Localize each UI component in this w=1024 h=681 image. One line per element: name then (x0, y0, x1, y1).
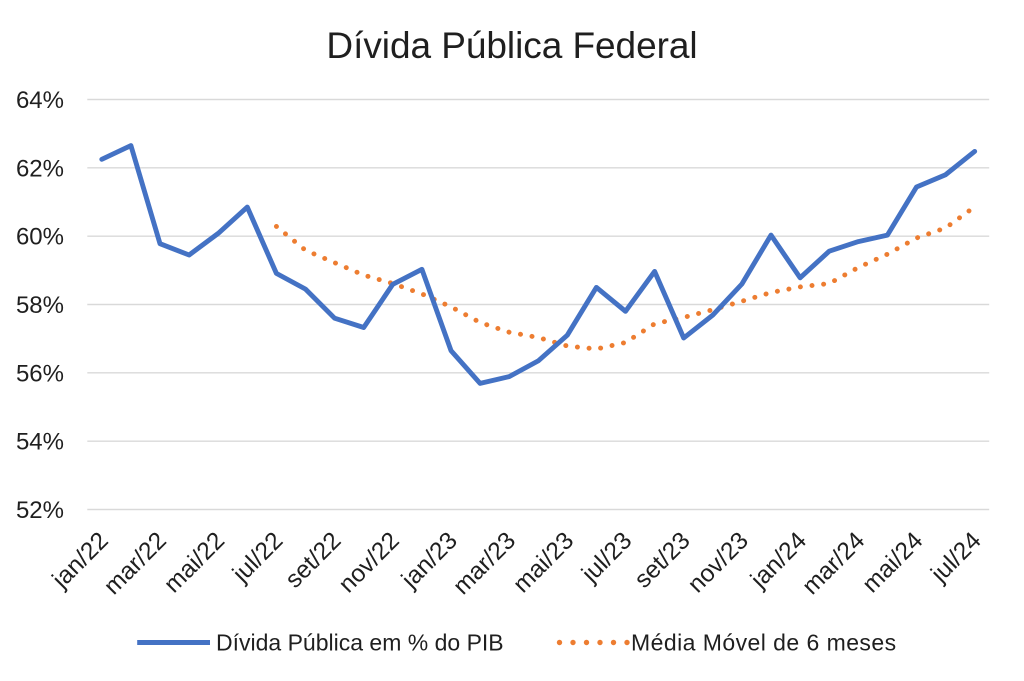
svg-text:58%: 58% (16, 292, 64, 319)
svg-text:64%: 64% (16, 87, 64, 114)
svg-text:Dívida Pública em % do PIB: Dívida Pública em % do PIB (216, 630, 504, 656)
svg-text:56%: 56% (16, 360, 64, 387)
svg-text:62%: 62% (16, 155, 64, 182)
svg-text:Média Móvel de 6 meses: Média Móvel de 6 meses (631, 630, 897, 656)
svg-text:Dívida Pública Federal: Dívida Pública Federal (326, 25, 697, 66)
svg-text:60%: 60% (16, 224, 64, 251)
svg-text:52%: 52% (16, 497, 64, 524)
svg-text:54%: 54% (16, 429, 64, 456)
